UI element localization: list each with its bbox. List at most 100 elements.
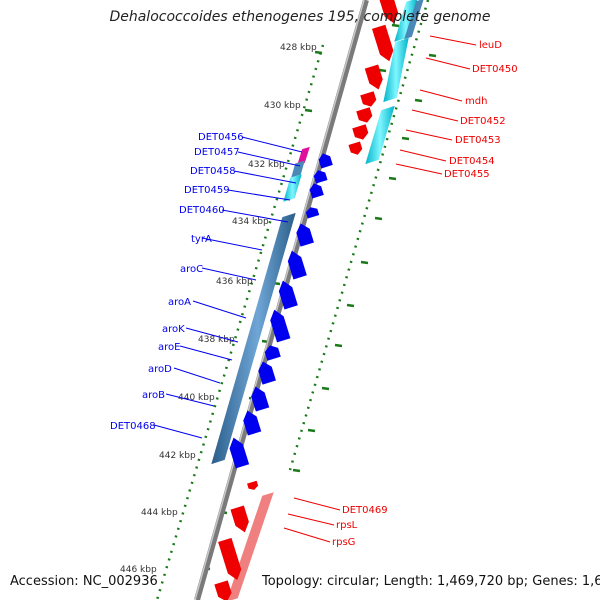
gene-label-leuD: leuD [479,40,502,51]
leader-line [419,89,463,102]
gene-label-DET0453: DET0453 [455,135,501,146]
leader-line [405,129,453,141]
tick-dash [401,136,410,141]
leader-line [201,237,263,251]
gene-label-aroD: aroD [148,364,172,375]
leader-line [233,170,297,184]
forward-gene-arrow-DET0459 [305,207,320,219]
leader-line [425,57,471,70]
gene-label-tyrA: tyrA [191,234,212,245]
leader-line [429,35,477,46]
forward-gene-arrow-aroD [251,386,270,412]
cds-track-cyan-lower [365,105,395,165]
tick-label: 436 kbp [216,277,253,287]
cds-track-blue-short [291,160,305,178]
reverse-gene-arrow-DET0469 [247,480,259,490]
leader-line [179,345,233,361]
tick-label: 430 kbp [264,101,301,111]
tick-label: 434 kbp [232,217,269,227]
gene-label-DET0460: DET0460 [179,205,225,216]
tick-label: 432 kbp [248,160,285,170]
tick-dash [304,108,313,113]
gene-label-rpsL: rpsL [336,520,358,531]
tick-dash [346,303,355,308]
left-tick-track [155,44,325,600]
forward-gene-arrow-aroC [278,280,298,310]
cds-track-magenta [297,146,310,166]
gene-label-aroB: aroB [142,390,165,401]
right-tick-track [288,0,430,471]
forward-gene-arrow-DET0458 [309,183,324,199]
gene-label-DET0456: DET0456 [198,132,244,143]
leader-line [153,424,203,439]
leader-line [283,527,331,543]
reverse-gene-arrow-rpsG [218,537,242,581]
gene-label-mdh: mdh [465,96,487,107]
tick-dash [428,53,437,58]
cds-track-cyan-upper [383,37,409,103]
leader-line [399,149,447,162]
forward-gene-arrow-DET0456 [318,153,333,169]
gene-label-aroC: aroC [180,264,203,275]
tick-dash [292,468,301,473]
tick-label: 440 kbp [178,393,215,403]
tick-dash [388,176,397,181]
cds-track-cyan-top [394,0,418,42]
reverse-gene-arrow-DET0454 [352,124,369,140]
tick-dash [314,50,323,55]
cds-track-forward [211,212,296,465]
forward-gene-arrow-DET0457 [313,170,328,184]
leader-line [411,109,459,122]
leader-line [237,151,301,167]
leader-line [221,209,289,223]
gene-label-DET0469: DET0469 [342,505,388,516]
genome-summary-text: Topology: circular; Length: 1,469,720 bp… [262,574,600,589]
accession-text: Accession: NC_002936 [10,574,158,589]
leader-line [227,189,291,201]
backbone-layer [194,0,369,600]
gene-label-DET0452: DET0452 [460,116,506,127]
leader-line [173,367,221,384]
reverse-gene-arrow-rpsL [230,505,249,533]
tick-label: 428 kbp [280,43,317,53]
gene-label-DET0454: DET0454 [449,156,495,167]
gene-label-rpsG: rpsG [332,537,355,548]
reverse-gene-arrow-DET0450 [371,24,394,62]
forward-gene-arrow-aroA [270,309,291,343]
reverse-gene-arrow-DET0452 [360,91,377,107]
reverse-gene-arrow-DET0453 [356,107,373,123]
map-title: Dehalococcoides ethenogenes 195, complet… [109,9,491,25]
reverse-gene-arrow-DET0455 [348,141,363,155]
leader-line [201,267,257,281]
gene-label-DET0458: DET0458 [190,166,236,177]
tick-label: 446 kbp [120,565,157,575]
tick-label: 444 kbp [141,508,178,518]
genome-backbone [194,0,369,600]
tick-dash [360,260,369,265]
gene-label-DET0457: DET0457 [194,147,240,158]
forward-gene-arrow-aroE [258,361,276,385]
gene-label-DET0468: DET0468 [110,421,156,432]
forward-gene-arrow-aroK [264,345,281,361]
cds-layer [211,0,424,600]
gene-label-aroE: aroE [158,342,180,353]
forward-gene-arrow-DET0460 [296,223,314,247]
tick-dash [391,23,400,28]
gene-label-DET0455: DET0455 [444,169,490,180]
forward-gene-arrow-aroB [243,410,262,436]
gene-label-DET0450: DET0450 [472,64,518,75]
cds-track-blue-top [404,0,424,40]
reverse-gene-arrow-rpsG-2 [214,580,232,600]
leader-line [241,136,303,153]
gene-label-aroK: aroK [162,324,185,335]
forward-gene-arrow-tyrA [287,250,307,280]
gene-label-aroA: aroA [168,297,191,308]
tick-dash [378,68,387,73]
tick-dash [414,98,423,103]
genome-backbone-highlight [194,0,365,600]
tick-label: 442 kbp [159,451,196,461]
leader-line [185,327,239,343]
tick-dash [321,386,330,391]
leader-line [165,393,215,407]
